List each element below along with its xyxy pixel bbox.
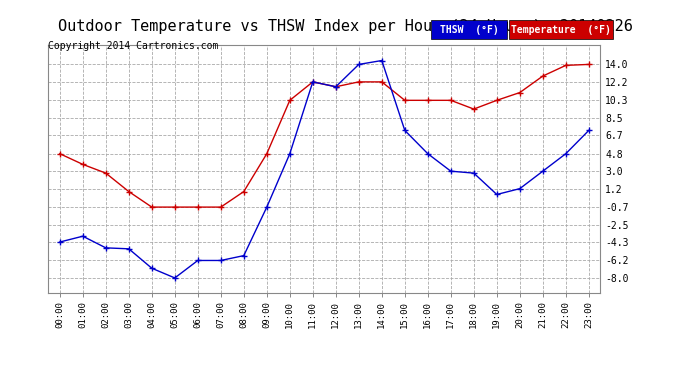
Text: Temperature  (°F): Temperature (°F) (511, 25, 611, 34)
Text: THSW  (°F): THSW (°F) (440, 25, 499, 34)
Text: Outdoor Temperature vs THSW Index per Hour (24 Hours)  20140226: Outdoor Temperature vs THSW Index per Ho… (57, 19, 633, 34)
Text: Copyright 2014 Cartronics.com: Copyright 2014 Cartronics.com (48, 41, 219, 51)
